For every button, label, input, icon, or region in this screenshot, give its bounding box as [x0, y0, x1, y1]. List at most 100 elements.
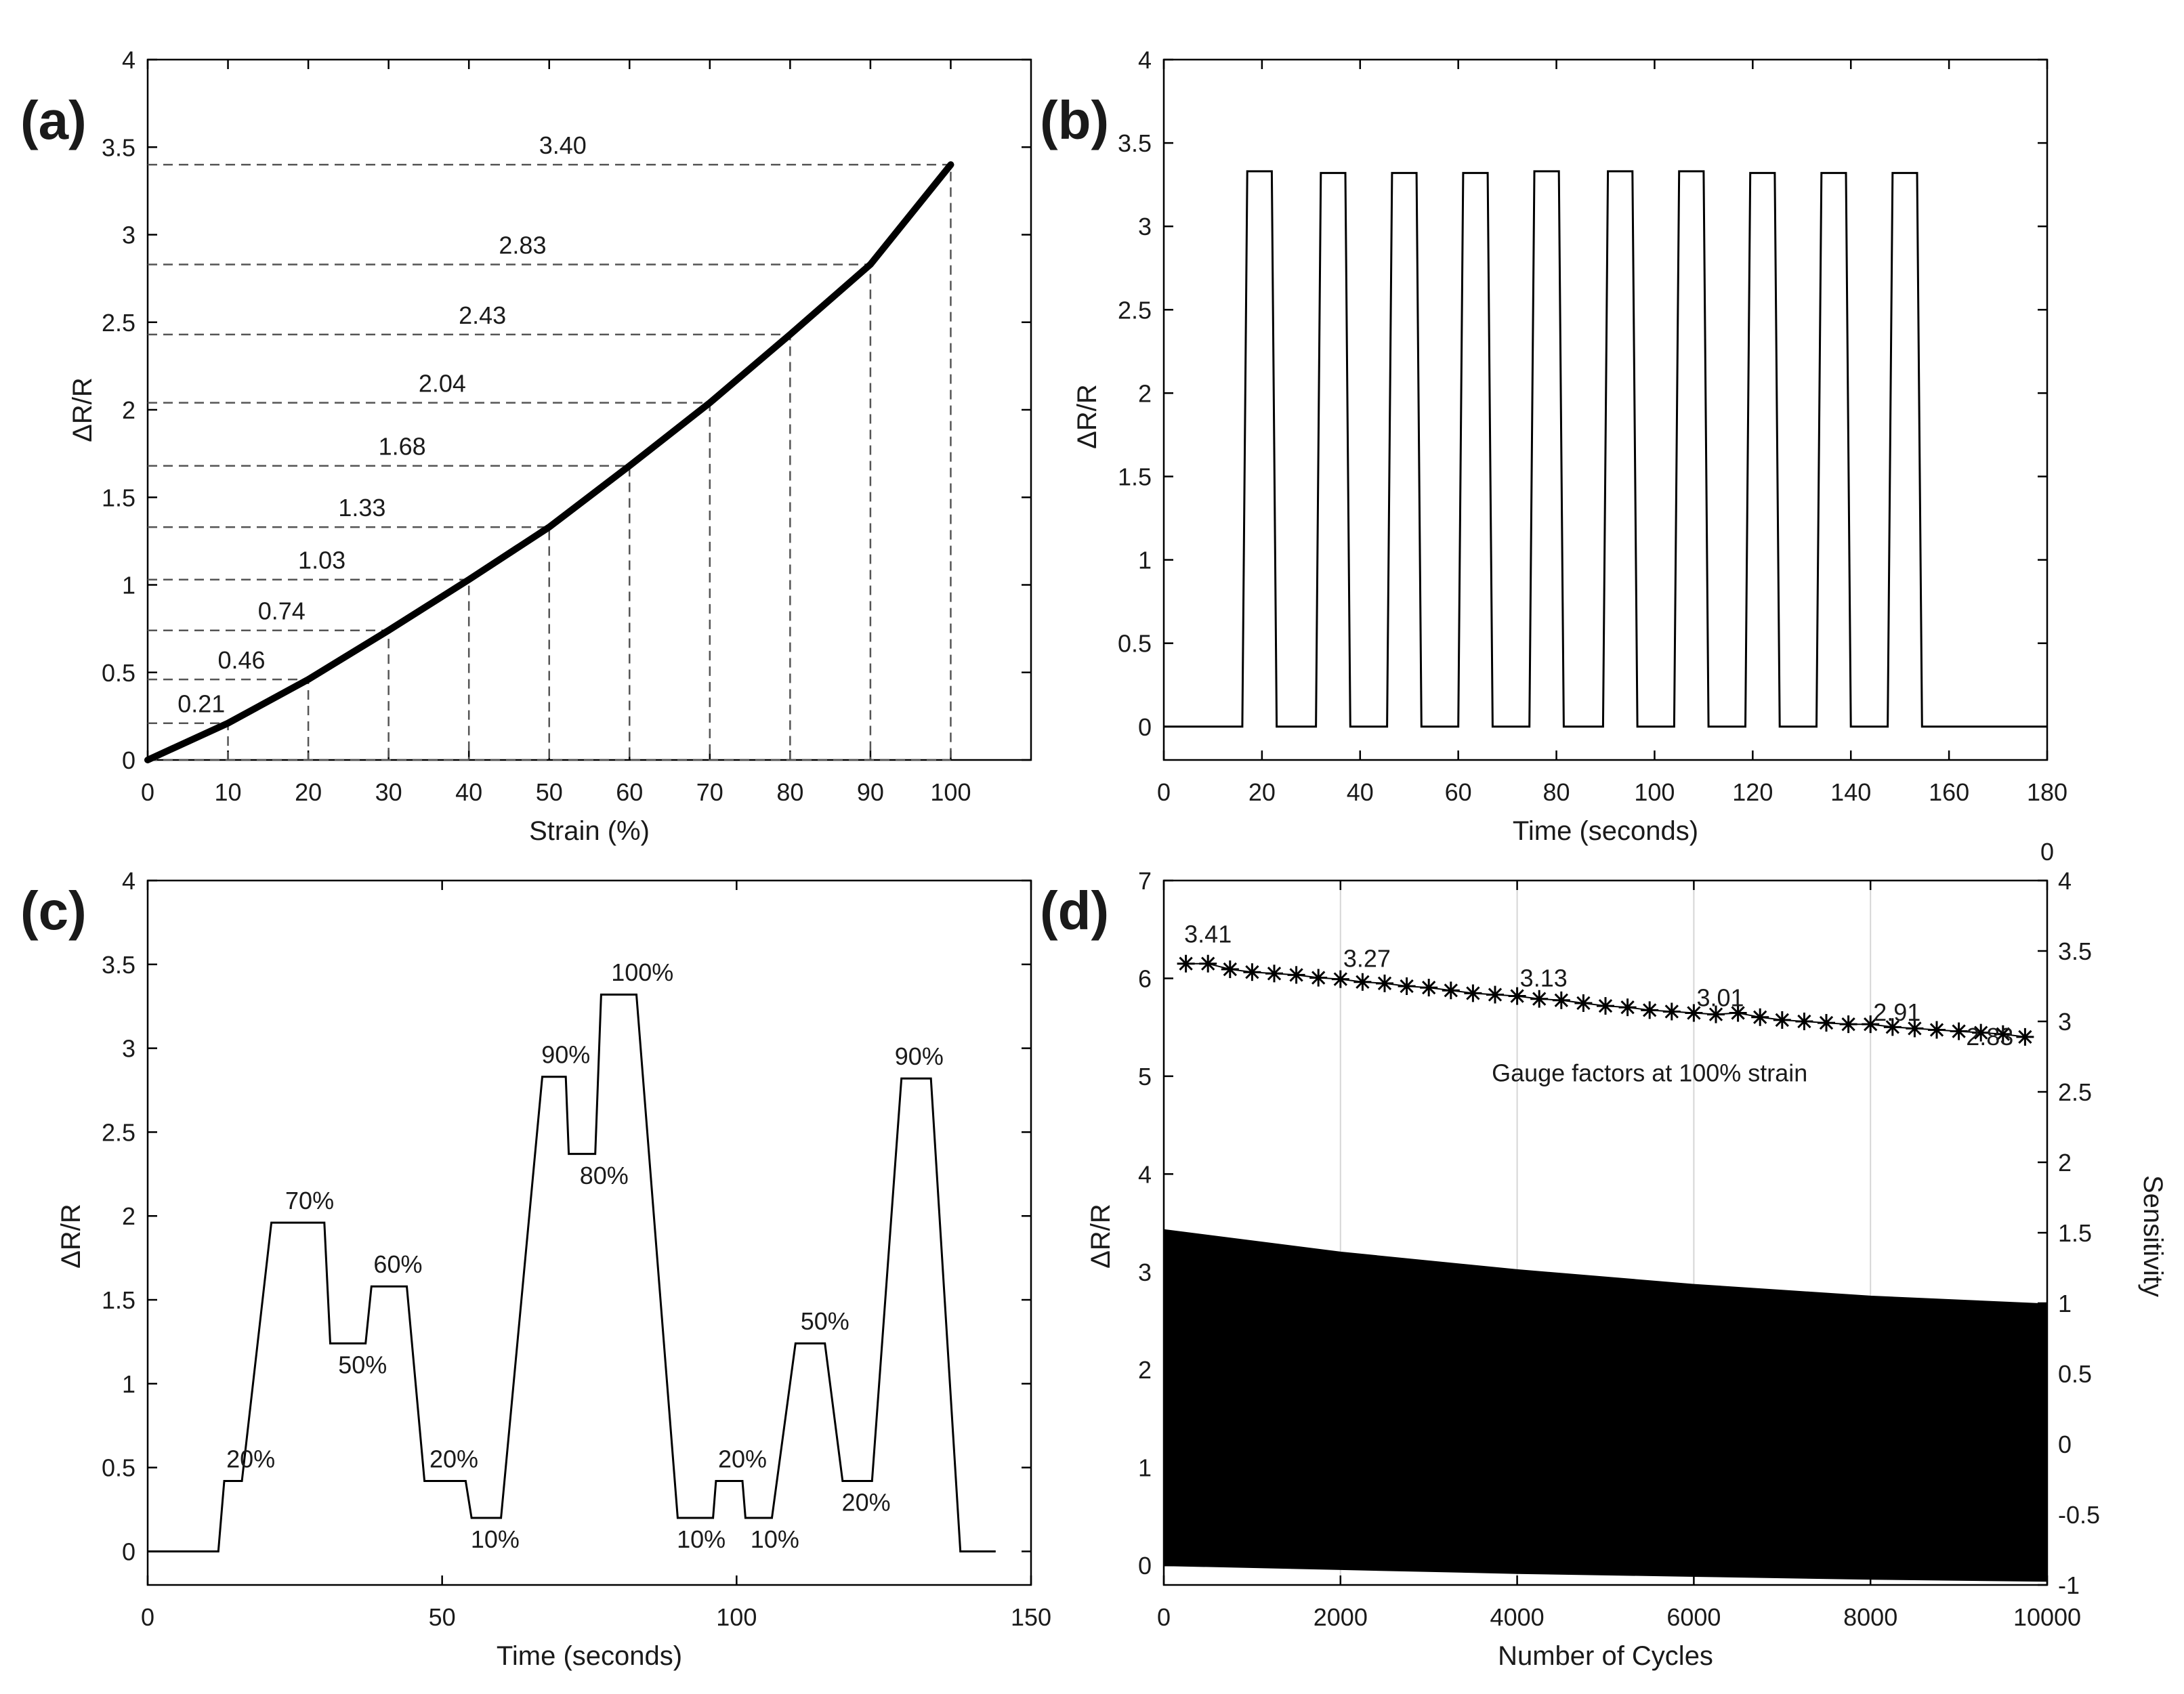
strain-level-label: 80% — [580, 1162, 629, 1189]
gauge-factor-marker — [1818, 1014, 1835, 1032]
gauge-factor-marker — [1353, 973, 1372, 991]
x-tick-label: 2000 — [1314, 1603, 1368, 1631]
gauge-factor-marker — [1773, 1011, 1791, 1029]
gauge-factor-marker — [1420, 979, 1438, 997]
y2-tick-label: 0 — [2058, 1431, 2072, 1458]
x-tick-label: 8000 — [1843, 1603, 1897, 1631]
gauge-factor-marker — [1751, 1008, 1769, 1026]
y2-tick-label: 2.5 — [2058, 1078, 2092, 1106]
y-tick-label: 4 — [122, 46, 135, 74]
y2-tick-label: 3 — [2058, 1008, 2072, 1036]
x-tick-label: 100 — [1634, 778, 1675, 806]
gauge-factor-marker — [1287, 966, 1305, 984]
gauge-factor-marker — [1243, 963, 1261, 981]
x-tick-label: 10 — [215, 778, 242, 806]
strain-level-label: 10% — [677, 1525, 726, 1553]
guide-line — [148, 526, 550, 760]
x-tick-label: 0 — [141, 778, 154, 806]
y2-tick-label: 1 — [2058, 1290, 2072, 1317]
x-tick-label: 0 — [1157, 778, 1171, 806]
panel-c: 0 50 100 150 0 0.5 1 1.5 2 2.5 3 3.5 4 Time (seconds)… — [20, 867, 1051, 1671]
y-tick-label: 0.5 — [102, 1454, 135, 1482]
gauge-factor-label: 3.27 — [1343, 945, 1391, 973]
y2-tick-label: 0.5 — [2058, 1360, 2092, 1388]
x-tick-label: 100 — [930, 778, 971, 806]
x-tick-label: 80 — [776, 778, 803, 806]
y-tick-label: 1.5 — [1118, 463, 1152, 490]
gauge-factor-marker — [1486, 986, 1504, 1004]
y-tick-label: 2.5 — [1118, 296, 1152, 324]
value-label: 0.74 — [258, 597, 306, 625]
gauge-factor-marker — [1994, 1025, 2012, 1043]
x-tick-label: 60 — [1445, 778, 1472, 806]
strain-level-label: 90% — [541, 1041, 590, 1069]
gauge-factor-marker — [1641, 1001, 1659, 1019]
gauge-factor-marker — [1928, 1021, 1946, 1039]
x-tick-label: 0 — [1157, 1603, 1171, 1631]
y-axis-label: ΔR/R — [56, 1204, 86, 1269]
y-tick-label: 5 — [1138, 1063, 1152, 1090]
strain-level-label: 70% — [285, 1187, 334, 1214]
gauge-factor-label: 3.41 — [1184, 920, 1232, 948]
panel-a: 0 10 20 30 40 50 60 70 80 90 100 0 0.5 1 1.5 2 2.5 3 3.5 4 S… — [20, 46, 1032, 846]
y-tick-label: 0.5 — [1118, 630, 1152, 658]
value-label: 0.21 — [177, 690, 225, 718]
panel-b: 0 20 40 60 80 100 120 140 160 180 0 0.5 1 1.5 2 2.5 3 3.5… — [1040, 46, 2067, 846]
y-tick-label: 2 — [1138, 379, 1152, 407]
y-tick-label: 0 — [122, 746, 135, 774]
strain-level-label: 100% — [611, 958, 673, 986]
x-tick-label: 40 — [455, 778, 482, 806]
y-tick-label: 6 — [1138, 965, 1152, 992]
x-tick-label: 10000 — [2013, 1603, 2081, 1631]
strain-level-label: 20% — [842, 1489, 891, 1517]
gauge-factor-marker — [1795, 1013, 1813, 1030]
plot-frame — [146, 879, 1032, 1586]
gauge-factor-marker — [1597, 997, 1614, 1015]
y-tick-label: 1.5 — [102, 484, 135, 511]
gauge-factor-label: 2.91 — [1873, 998, 1920, 1026]
x-tick-label: 20 — [1248, 778, 1276, 806]
guide-line — [148, 163, 952, 760]
gauge-factor-marker — [1398, 977, 1416, 995]
strain-level-label: 10% — [751, 1525, 799, 1553]
y-axis-label: ΔR/R — [1072, 384, 1102, 449]
y-tick-label: 3 — [1138, 1258, 1152, 1286]
gauge-factor-marker — [1199, 954, 1217, 973]
gauge-factor-marker — [1862, 1015, 1880, 1034]
y-axis-label: ΔR/R — [68, 377, 98, 442]
x-tick-label: 100 — [716, 1603, 757, 1631]
gauge-factor-marker — [1618, 998, 1637, 1017]
strain-level-label: 20% — [429, 1445, 478, 1473]
gauge-factor-marker — [1906, 1019, 1924, 1038]
value-label: 2.43 — [459, 301, 506, 329]
y2-tick-label: 4 — [2058, 867, 2072, 895]
panel-label: (c) — [20, 881, 87, 941]
y-tick-label: 2 — [122, 396, 135, 424]
gauge-factor-marker — [1442, 981, 1460, 1000]
value-label: 2.04 — [419, 370, 466, 398]
x-tick-label: 40 — [1347, 778, 1374, 806]
y-tick-label: 1 — [1138, 547, 1152, 574]
y-tick-label: 3 — [122, 1035, 135, 1063]
value-label: 1.33 — [338, 494, 385, 522]
gauge-factor-marker — [1464, 984, 1482, 1002]
panel-label: (d) — [1040, 881, 1109, 941]
y-tick-label: 3.5 — [1118, 129, 1152, 157]
y2-top-extra-label: 0 — [2040, 838, 2054, 866]
gauge-factor-marker — [1883, 1018, 1902, 1036]
y2-tick-label: 3.5 — [2058, 937, 2092, 965]
x-axis-label: Time (seconds) — [1513, 816, 1698, 846]
value-label: 1.68 — [379, 433, 426, 461]
y-tick-label: 4 — [1138, 46, 1152, 74]
y-tick-label: 1 — [122, 572, 135, 599]
gauge-factor-marker — [1530, 990, 1549, 1008]
strain-level-label: 20% — [718, 1445, 767, 1473]
y-tick-label: 0 — [1138, 713, 1152, 741]
y-tick-label: 3.5 — [102, 951, 135, 979]
gauge-factor-marker — [1177, 954, 1195, 973]
y-tick-label: 1.5 — [102, 1286, 135, 1314]
gauge-factor-marker — [1839, 1015, 1857, 1034]
plot-frame — [1162, 58, 2049, 761]
x-axis-label: Number of Cycles — [1498, 1641, 1713, 1671]
